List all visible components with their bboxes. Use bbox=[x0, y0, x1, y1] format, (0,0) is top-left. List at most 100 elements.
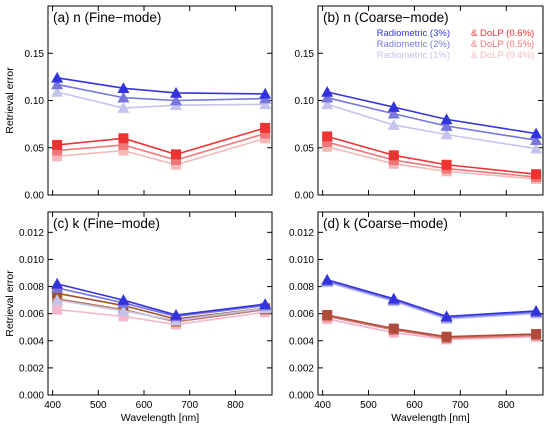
panel-title: (a) n (Fine−mode) bbox=[53, 10, 161, 25]
triangle-marker bbox=[259, 98, 272, 110]
series-path bbox=[326, 281, 537, 320]
series-path bbox=[56, 292, 266, 320]
y-tick-label: 0.008 bbox=[289, 282, 314, 293]
square-marker bbox=[171, 149, 181, 160]
series-line bbox=[321, 276, 543, 324]
panel-1: 0.00 0.05 0.10 0.15 Retrieval error (a) n (Fi… bbox=[4, 5, 273, 202]
square-marker bbox=[322, 137, 333, 148]
y-tick-label: 0.00 bbox=[25, 191, 45, 202]
y-tick-label: 0.05 bbox=[25, 143, 45, 154]
y-tick-label: 0.010 bbox=[289, 255, 314, 266]
series-path bbox=[56, 91, 266, 109]
triangle-marker bbox=[117, 304, 130, 316]
series-line bbox=[52, 133, 271, 170]
y-tick-label: 0.000 bbox=[19, 391, 44, 402]
series-path bbox=[56, 287, 266, 318]
triangle-marker bbox=[117, 91, 130, 103]
triangle-marker bbox=[259, 298, 272, 309]
y-tick-label: 0.002 bbox=[289, 363, 314, 374]
square-marker bbox=[118, 145, 129, 156]
square-marker bbox=[118, 133, 129, 144]
series-path bbox=[57, 132, 266, 161]
triangle-marker bbox=[259, 87, 272, 99]
y-tick-label: 0.05 bbox=[295, 143, 315, 154]
square-marker bbox=[52, 151, 63, 162]
series-path bbox=[326, 96, 537, 141]
x-axis-label: Wavelength [nm] bbox=[391, 412, 469, 424]
plot-frame bbox=[47, 211, 273, 396]
series-path bbox=[326, 146, 537, 180]
series-path bbox=[327, 314, 537, 338]
x-tick-label: 600 bbox=[406, 400, 423, 411]
square-marker bbox=[260, 128, 271, 139]
series-path bbox=[57, 127, 266, 156]
triangle-marker bbox=[51, 85, 64, 97]
triangle-marker bbox=[387, 107, 400, 119]
series-line bbox=[321, 273, 543, 322]
series-path bbox=[327, 315, 537, 339]
y-tick-label: 0.000 bbox=[289, 391, 314, 402]
triangle-marker bbox=[440, 120, 453, 131]
x-tick-label: 600 bbox=[136, 400, 153, 411]
square-marker bbox=[52, 288, 63, 299]
y-tick-label: 0.002 bbox=[19, 363, 44, 374]
square-marker bbox=[388, 323, 399, 334]
triangle-marker bbox=[51, 277, 64, 289]
triangle-marker bbox=[530, 142, 543, 154]
series-line bbox=[322, 310, 542, 342]
x-tick-label: 500 bbox=[90, 400, 107, 411]
series-path bbox=[327, 91, 537, 135]
panel-2: 0.00 0.05 0.10 0.15 (b) n (Coarse−mode) Radio… bbox=[295, 5, 544, 202]
legend-entry: Radiometric (1%) bbox=[377, 50, 450, 61]
legend-entry: & DoLP (0.4%) bbox=[471, 50, 534, 61]
x-tick-label: 800 bbox=[227, 400, 244, 411]
panel-title: (d) k (Coarse−mode) bbox=[323, 216, 448, 231]
y-tick-label: 0.008 bbox=[19, 282, 44, 293]
y-tick-label: 0.012 bbox=[289, 228, 314, 239]
triangle-marker bbox=[530, 304, 543, 316]
series-line bbox=[52, 128, 271, 166]
series-path bbox=[56, 283, 266, 316]
series-path bbox=[326, 141, 537, 178]
y-tick-label: 0.15 bbox=[25, 49, 45, 60]
triangle-marker bbox=[51, 78, 64, 90]
x-tick-label: 700 bbox=[452, 400, 469, 411]
series-path bbox=[326, 103, 537, 150]
triangle-marker bbox=[321, 91, 334, 103]
y-tick-label: 0.00 bbox=[295, 191, 315, 202]
x-tick-label: 400 bbox=[314, 400, 331, 411]
triangle-marker bbox=[117, 82, 130, 94]
series-line bbox=[52, 122, 271, 160]
y-axis-label: Retrieval error bbox=[4, 67, 16, 134]
x-axis-label: Wavelength [nm] bbox=[121, 412, 199, 424]
square-marker bbox=[52, 145, 63, 156]
y-tick-label: 0.012 bbox=[19, 228, 44, 239]
triangle-marker bbox=[440, 113, 453, 125]
triangle-marker bbox=[51, 71, 64, 83]
triangle-marker bbox=[51, 294, 64, 305]
series-line bbox=[51, 78, 272, 106]
x-tick-label: 500 bbox=[360, 400, 377, 411]
x-tick-label: 400 bbox=[44, 400, 61, 411]
series-path bbox=[57, 299, 266, 322]
triangle-marker bbox=[117, 102, 130, 113]
y-tick-label: 0.10 bbox=[25, 96, 45, 107]
series-path bbox=[327, 318, 537, 341]
triangle-marker bbox=[387, 292, 400, 304]
y-tick-label: 0.004 bbox=[289, 336, 314, 347]
series-path bbox=[326, 280, 537, 319]
y-tick-label: 0.004 bbox=[19, 336, 44, 347]
square-marker bbox=[260, 122, 271, 133]
series-line bbox=[321, 91, 543, 145]
legend-entry: Radiometric (3%) bbox=[377, 28, 450, 39]
series-line bbox=[321, 85, 543, 139]
series-line bbox=[321, 98, 543, 154]
square-marker bbox=[118, 311, 129, 322]
series-line bbox=[51, 85, 272, 113]
square-marker bbox=[171, 155, 181, 166]
square-marker bbox=[531, 169, 542, 180]
y-tick-label: 0.15 bbox=[295, 49, 315, 60]
square-marker bbox=[52, 304, 63, 315]
triangle-marker bbox=[387, 119, 400, 130]
